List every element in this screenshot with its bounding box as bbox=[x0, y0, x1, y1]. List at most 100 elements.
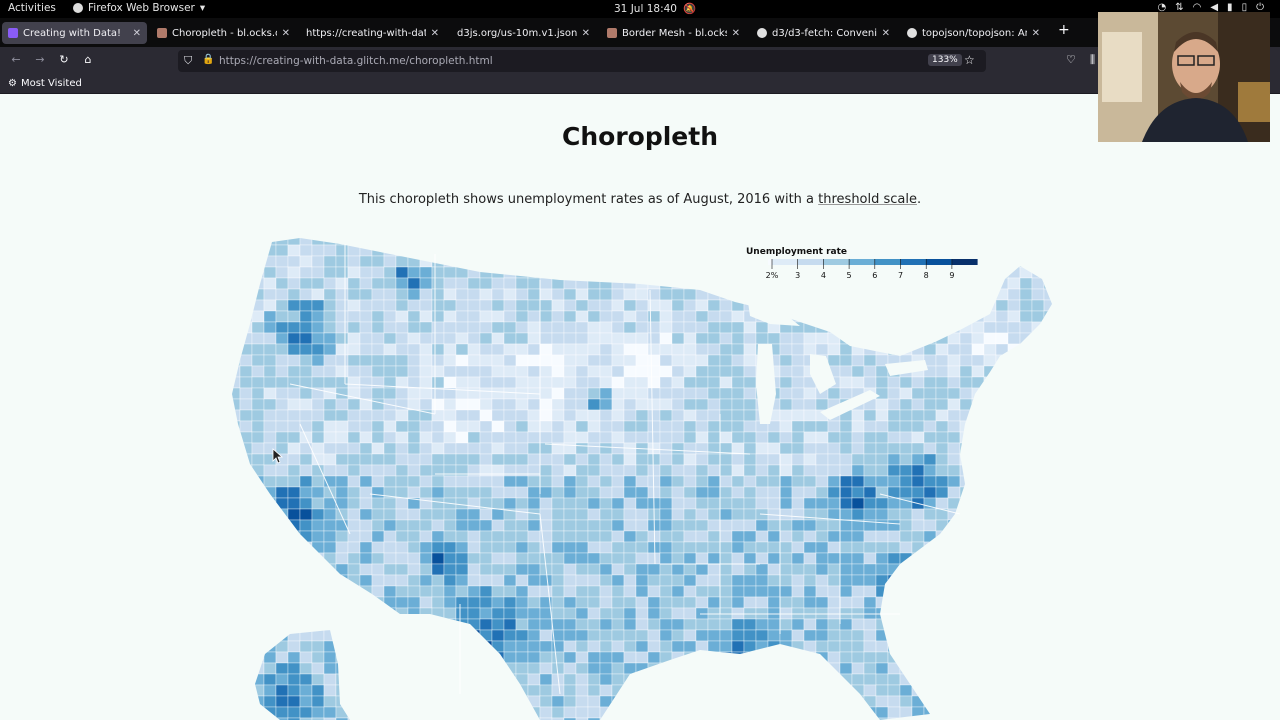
activities-button[interactable]: Activities bbox=[8, 2, 56, 14]
county-cell bbox=[263, 662, 277, 675]
county-cell bbox=[467, 640, 481, 653]
close-icon[interactable]: ✕ bbox=[881, 27, 890, 39]
county-cell bbox=[503, 574, 517, 587]
close-icon[interactable]: ✕ bbox=[281, 27, 290, 39]
county-cell bbox=[719, 695, 733, 708]
county-cell bbox=[875, 596, 889, 609]
bookmark-star-icon[interactable]: ☆ bbox=[964, 53, 975, 67]
county-cell bbox=[275, 354, 289, 367]
lock-icon[interactable]: 🔒 bbox=[202, 54, 215, 65]
county-cell bbox=[323, 464, 337, 477]
close-icon[interactable]: ✕ bbox=[581, 27, 590, 39]
county-cell bbox=[251, 321, 265, 334]
county-cell bbox=[983, 376, 997, 389]
county-cell bbox=[239, 640, 253, 653]
tab-topojson[interactable]: topojson/topojson: An e ✕ bbox=[901, 22, 1046, 44]
county-cell bbox=[563, 629, 577, 642]
county-cell bbox=[971, 519, 985, 532]
county-cell bbox=[719, 684, 733, 697]
forward-arrow-icon[interactable]: → bbox=[35, 53, 45, 66]
bookmark-most-visited[interactable]: ⚙ Most Visited bbox=[8, 78, 82, 89]
county-cell bbox=[791, 354, 805, 367]
county-cell bbox=[791, 684, 805, 697]
county-cell bbox=[551, 585, 565, 598]
url-text[interactable]: https://creating-with-data.glitch.me/cho… bbox=[219, 55, 493, 67]
close-icon[interactable]: ✕ bbox=[430, 27, 439, 39]
close-icon[interactable]: ✕ bbox=[132, 27, 141, 39]
county-cell bbox=[611, 651, 625, 664]
tab-title: https://creating-with-data.gl bbox=[306, 27, 426, 39]
county-cell bbox=[275, 244, 289, 257]
county-cell bbox=[443, 420, 457, 433]
county-cell bbox=[659, 255, 673, 268]
county-cell bbox=[1019, 310, 1033, 323]
new-tab-button[interactable]: + bbox=[1058, 22, 1070, 38]
county-cell bbox=[383, 238, 397, 246]
back-arrow-icon[interactable]: ← bbox=[11, 53, 21, 66]
url-bar[interactable]: ⛉ 🔒 https://creating-with-data.glitch.me… bbox=[178, 50, 986, 72]
county-cell bbox=[323, 354, 337, 367]
county-cell bbox=[611, 695, 625, 708]
county-cell bbox=[743, 629, 757, 642]
county-cell bbox=[971, 574, 985, 587]
county-cell bbox=[251, 673, 265, 686]
county-cell bbox=[1043, 431, 1052, 444]
county-cell bbox=[743, 563, 757, 576]
reload-icon[interactable]: ↻ bbox=[59, 53, 69, 66]
close-icon[interactable]: ✕ bbox=[1031, 27, 1040, 39]
tab-creating-with-data[interactable]: Creating with Data! ✕ bbox=[2, 22, 147, 44]
county-cell bbox=[635, 332, 649, 345]
tab-us-10m-json[interactable]: d3js.org/us-10m.v1.json ✕ bbox=[451, 22, 596, 44]
tab-d3-fetch[interactable]: d3/d3-fetch: Convenient ✕ bbox=[751, 22, 896, 44]
county-cell bbox=[923, 662, 937, 675]
close-icon[interactable]: ✕ bbox=[731, 27, 740, 39]
county-cell bbox=[575, 288, 589, 301]
county-cell bbox=[1043, 662, 1052, 675]
tab-border-mesh[interactable]: Border Mesh - bl.ocks.org ✕ bbox=[601, 22, 746, 44]
county-cell bbox=[731, 365, 745, 378]
county-cell bbox=[232, 475, 241, 488]
app-menu[interactable]: Firefox Web Browser ▾ bbox=[73, 2, 205, 14]
county-cell bbox=[335, 398, 349, 411]
county-cell bbox=[767, 618, 781, 631]
clock[interactable]: 31 Jul 18:40 🔕 bbox=[614, 2, 696, 16]
county-cell bbox=[659, 673, 673, 686]
county-cell bbox=[232, 618, 241, 631]
system-tray[interactable]: ◔ ⇅ ◠ ◀ ▮ ▯ ⏻ bbox=[1157, 2, 1264, 13]
county-cell bbox=[347, 541, 361, 554]
county-cell bbox=[407, 475, 421, 488]
county-cell bbox=[232, 706, 241, 719]
county-cell bbox=[1019, 409, 1033, 422]
pocket-icon[interactable]: ♡ bbox=[1066, 53, 1076, 66]
county-cell bbox=[923, 552, 937, 565]
threshold-scale-link[interactable]: threshold scale bbox=[818, 192, 918, 207]
county-cell bbox=[815, 321, 829, 334]
county-cell bbox=[623, 453, 637, 466]
county-cell bbox=[935, 651, 949, 664]
tracking-shield-icon[interactable]: ⛉ bbox=[184, 54, 193, 67]
county-cell bbox=[635, 431, 649, 444]
county-cell bbox=[455, 475, 469, 488]
county-cell bbox=[635, 596, 649, 609]
tab-glitch-url[interactable]: https://creating-with-data.gl ✕ bbox=[300, 22, 445, 44]
county-cell bbox=[959, 387, 973, 400]
county-cell bbox=[659, 354, 673, 367]
county-cell bbox=[455, 398, 469, 411]
zoom-level-badge[interactable]: 133% bbox=[928, 54, 962, 66]
county-cell bbox=[683, 629, 697, 642]
county-cell bbox=[995, 574, 1009, 587]
county-cell bbox=[232, 651, 241, 664]
county-cell bbox=[659, 640, 673, 653]
county-cell bbox=[983, 398, 997, 411]
county-cell bbox=[455, 343, 469, 356]
county-cell bbox=[983, 541, 997, 554]
county-cell bbox=[875, 442, 889, 455]
county-cell bbox=[347, 321, 361, 334]
county-cell bbox=[887, 585, 901, 598]
county-cell bbox=[791, 695, 805, 708]
tab-choropleth-blocks[interactable]: Choropleth - bl.ocks.org ✕ bbox=[151, 22, 296, 44]
home-icon[interactable]: ⌂ bbox=[84, 53, 92, 66]
library-icon[interactable]: ⫼ bbox=[1090, 53, 1096, 66]
county-cell bbox=[1007, 431, 1021, 444]
county-cell bbox=[1019, 585, 1033, 598]
